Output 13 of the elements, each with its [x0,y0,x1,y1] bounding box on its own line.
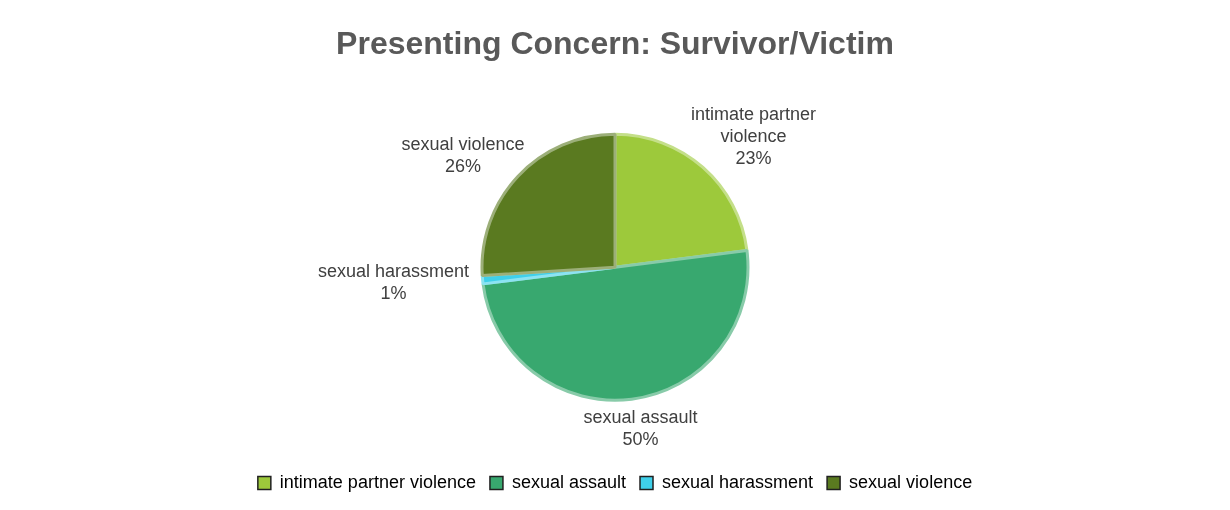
legend-label: sexual violence [849,471,973,492]
slice-label: sexual assault [583,406,698,427]
data-label: 26% [444,155,481,176]
slice-label: sexual violence [401,133,525,154]
data-label: 50% [622,428,659,449]
legend-label: intimate partner violence [279,471,476,492]
data-label: 23% [735,147,772,168]
slice-label: intimate partner violence [691,103,817,146]
legend-label: sexual assault [511,471,627,492]
data-label: 1% [380,282,407,303]
slice-label: sexual harassment [317,260,469,281]
legend-label: sexual harassment [662,471,814,492]
chart-title: Presenting Concern: Survivor/Victim [336,25,894,62]
